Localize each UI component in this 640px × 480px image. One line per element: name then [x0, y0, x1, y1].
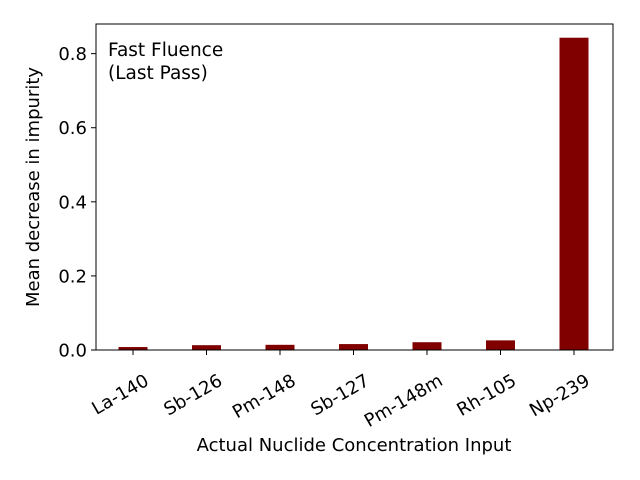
- x-tick-label-rh-105: Rh-105: [453, 370, 520, 421]
- x-tick-label-sb-126: Sb-126: [160, 370, 226, 420]
- bar-la-140: [118, 347, 148, 350]
- bar-pm-148m: [412, 342, 442, 350]
- y-tick-label: 0.6: [58, 118, 87, 139]
- x-tick-label-np-239: Np-239: [526, 370, 593, 421]
- x-axis-label: Actual Nuclide Concentration Input: [197, 435, 512, 456]
- plot-frame: [95, 23, 614, 351]
- bar-pm-148: [265, 344, 295, 350]
- bar-sb-126: [192, 345, 221, 350]
- x-tick-label-pm-148m: Pm-148m: [361, 370, 447, 432]
- y-tick-label: 0.2: [58, 266, 87, 287]
- bars-group: [118, 37, 589, 350]
- x-tick-label-pm-148: Pm-148: [229, 370, 299, 423]
- x-tick-label-la-140: La-140: [88, 370, 152, 419]
- chart-annotation-line-1: Fast Fluence: [108, 40, 223, 61]
- y-axis-label: Mean decrease in impurity: [23, 67, 44, 307]
- chart-annotation-line-2: (Last Pass): [108, 63, 208, 84]
- y-tick-label: 0.4: [58, 192, 87, 213]
- y-tick-label: 0.0: [58, 341, 87, 362]
- y-axis-ticks: 0.0 0.2 0.4 0.6 0.8: [58, 44, 96, 362]
- y-tick-label: 0.8: [58, 44, 87, 65]
- bar-sb-127: [339, 344, 368, 350]
- bar-rh-105: [486, 340, 515, 350]
- bar-np-239: [559, 37, 589, 350]
